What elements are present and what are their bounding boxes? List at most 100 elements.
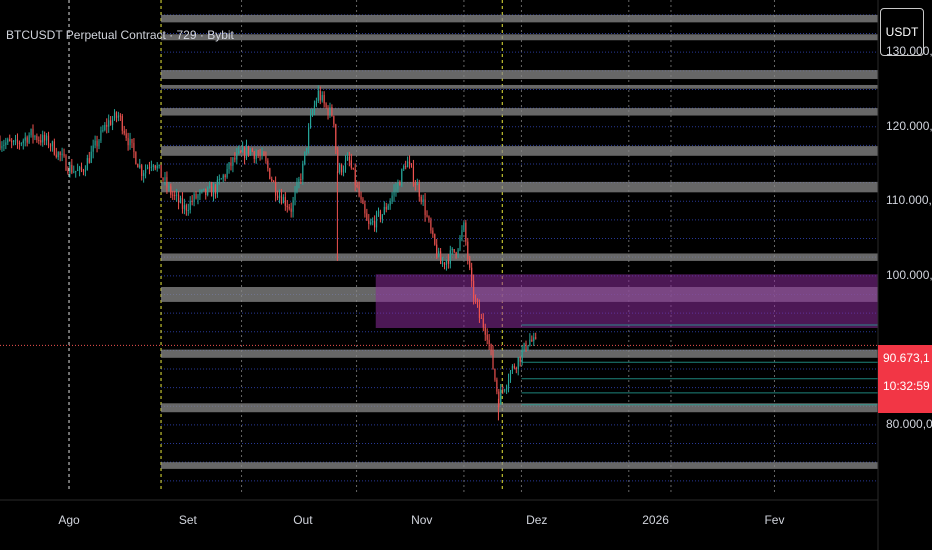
- candle-body: [131, 138, 133, 143]
- time-tick-label: Nov: [411, 513, 433, 527]
- candle-body: [397, 182, 399, 189]
- candle-body: [243, 147, 246, 159]
- candle-body: [13, 140, 15, 142]
- candle-body: [259, 155, 261, 157]
- candle-body: [191, 200, 193, 202]
- support-resistance-band: [161, 84, 878, 89]
- candle-body: [412, 166, 415, 184]
- candle-body: [358, 186, 360, 197]
- candle-body: [515, 368, 517, 370]
- candle-body: [467, 241, 469, 259]
- candle-body: [168, 186, 170, 188]
- candle-body: [212, 186, 215, 197]
- candle-body: [321, 95, 323, 101]
- candle-body: [418, 183, 420, 197]
- candle-body: [296, 182, 298, 192]
- candle-body: [152, 165, 154, 167]
- candle-body: [465, 222, 467, 242]
- candle-body: [335, 124, 337, 150]
- candle-body: [478, 304, 481, 318]
- candle-body: [432, 230, 434, 235]
- candle-body: [506, 386, 508, 390]
- candle-body: [90, 151, 92, 163]
- price-tick-label: 80.000,0: [886, 416, 932, 431]
- candle-body: [471, 267, 473, 281]
- candle-body: [278, 195, 281, 199]
- candle-body: [463, 222, 465, 231]
- candle-body: [226, 169, 228, 178]
- candle-body: [329, 107, 331, 116]
- candle-body: [253, 151, 255, 159]
- candle-body: [189, 200, 191, 210]
- candle-body: [374, 221, 376, 228]
- candle-body: [234, 157, 236, 160]
- candle-body: [34, 135, 36, 138]
- candle-body: [36, 135, 38, 140]
- candle-body: [57, 152, 59, 158]
- candle-body: [480, 317, 482, 319]
- candle-body: [529, 339, 531, 346]
- candle-body: [498, 391, 500, 405]
- candle-body: [362, 199, 364, 204]
- candle-body: [232, 157, 234, 167]
- candle-body: [240, 151, 242, 153]
- candle-body: [360, 196, 362, 200]
- candle-body: [164, 177, 166, 181]
- candle-body: [511, 365, 514, 372]
- candle-body: [108, 120, 110, 127]
- candle-body: [73, 171, 75, 173]
- candle-body: [504, 389, 506, 391]
- candle-body: [436, 244, 438, 257]
- candle-body: [224, 175, 226, 178]
- candle-body: [137, 164, 139, 168]
- candle-body: [216, 179, 218, 194]
- candle-body: [117, 115, 119, 118]
- candle-body: [492, 350, 494, 370]
- candle-body: [20, 143, 22, 145]
- candle-body: [317, 90, 319, 102]
- candle-body: [337, 149, 339, 173]
- candle-body: [197, 195, 199, 199]
- candle-body: [177, 194, 180, 203]
- candle-body: [0, 141, 1, 149]
- candle-body: [111, 119, 114, 125]
- candle-body: [457, 249, 459, 256]
- candle-body: [441, 262, 444, 265]
- candle-body: [113, 112, 116, 120]
- candle-body: [51, 141, 53, 147]
- candle-body: [38, 139, 40, 141]
- candle-body: [290, 208, 292, 212]
- candle-body: [383, 206, 385, 215]
- candle-body: [166, 177, 168, 188]
- candle-body: [154, 165, 156, 169]
- candle-body: [385, 206, 387, 210]
- candle-body: [494, 369, 496, 380]
- candle-body: [123, 130, 125, 134]
- candle-body: [271, 178, 273, 181]
- candle-body: [527, 345, 529, 350]
- candle-body: [125, 133, 127, 139]
- candle-body: [18, 142, 20, 145]
- candle-body: [119, 115, 121, 117]
- candle-body: [519, 357, 521, 362]
- candle-body: [16, 139, 19, 143]
- candle-body: [84, 170, 86, 172]
- candle-body: [370, 222, 372, 224]
- candle-body: [257, 154, 259, 156]
- candle-body: [201, 190, 203, 192]
- candle-body: [375, 212, 378, 228]
- candle-body: [65, 155, 67, 171]
- currency-button[interactable]: USDT: [880, 8, 924, 56]
- candle-body: [331, 107, 333, 116]
- candle-body: [106, 124, 108, 127]
- candle-body: [46, 135, 48, 141]
- candle-body: [247, 146, 250, 154]
- candle-body: [98, 140, 100, 147]
- candle-body: [387, 205, 389, 210]
- candle-body: [298, 179, 300, 183]
- time-tick-label: Dez: [526, 513, 548, 527]
- candle-body: [82, 170, 85, 172]
- candle-body: [535, 337, 537, 339]
